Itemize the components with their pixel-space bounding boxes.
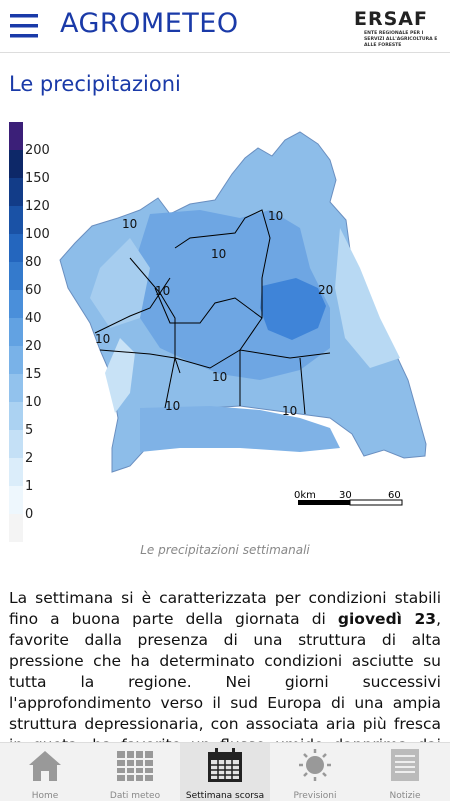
scale-label: 60 xyxy=(388,490,401,501)
map-label: 10 xyxy=(211,247,226,261)
legend-label: 40 xyxy=(25,311,42,326)
scale-label: 30 xyxy=(339,490,352,501)
nav-settimana-scorsa[interactable]: Settimana scorsa xyxy=(180,743,270,801)
nav-notizie[interactable]: Notizie xyxy=(360,743,450,801)
legend-swatch xyxy=(9,290,23,318)
legend-swatch xyxy=(9,150,23,178)
scale-bar: 0km 30 60 xyxy=(294,490,403,506)
article-text-part: La settimana si è caratterizzata per con… xyxy=(9,589,441,628)
icon xyxy=(391,749,419,781)
menu-button[interactable] xyxy=(10,13,38,39)
nav-dati-meteo[interactable]: Dati meteo xyxy=(90,743,180,801)
logo: ERSAF xyxy=(354,8,428,30)
legend-swatch xyxy=(9,318,23,346)
nav-previsioni[interactable]: Previsioni xyxy=(270,743,360,801)
legend-label: 120 xyxy=(25,199,50,214)
map-label: 10 xyxy=(165,399,180,413)
legend-label: 200 xyxy=(25,143,50,158)
legend-label: 20 xyxy=(25,339,42,354)
legend-swatch xyxy=(9,374,23,402)
legend-swatch xyxy=(9,262,23,290)
legend-label: 10 xyxy=(25,395,42,410)
legend-swatch xyxy=(9,234,23,262)
legend-label: 150 xyxy=(25,171,50,186)
legend-label: 0 xyxy=(25,507,33,522)
nav-label: Previsioni xyxy=(293,791,337,801)
logo-subtitle: ENTE REGIONALE PER I SERVIZI ALL'AGRICOL… xyxy=(364,31,438,48)
article-text: La settimana si è caratterizzata per con… xyxy=(9,588,441,743)
legend-swatch xyxy=(9,486,23,514)
legend-swatch xyxy=(9,178,23,206)
map-label: 10 xyxy=(282,404,297,418)
legend-label: 60 xyxy=(25,283,42,298)
app-header: AGROMETEO ERSAF ENTE REGIONALE PER I SER… xyxy=(0,0,450,53)
legend-swatch xyxy=(9,514,23,542)
nav-home[interactable]: Home xyxy=(0,743,90,801)
icon xyxy=(29,751,61,781)
map-caption: Le precipitazioni settimanali xyxy=(140,543,310,557)
article-bold: giovedì 23 xyxy=(337,610,437,628)
app-title: AGROMETEO xyxy=(60,8,239,39)
legend-swatch xyxy=(9,206,23,234)
legend-swatch xyxy=(9,346,23,374)
nav-label: Settimana scorsa xyxy=(185,791,265,801)
scale-label: 0km xyxy=(294,490,316,501)
section-title: Le precipitazioni xyxy=(9,72,181,96)
legend-label: 100 xyxy=(25,227,50,242)
legend-swatch xyxy=(9,458,23,486)
map-label: 10 xyxy=(212,370,227,384)
region-map xyxy=(59,131,427,473)
legend-label: 80 xyxy=(25,255,42,270)
legend-swatch xyxy=(9,402,23,430)
nav-label: Dati meteo xyxy=(109,791,161,801)
article-text-part: , favorite dalla presenza di una struttu… xyxy=(9,610,441,743)
legend-label: 15 xyxy=(25,367,42,382)
map-label: 20 xyxy=(318,283,333,297)
icon xyxy=(208,748,242,782)
legend-swatch xyxy=(9,430,23,458)
legend-label: 2 xyxy=(25,451,33,466)
bottom-nav: Home Dati meteo Settimana scorsa Previsi… xyxy=(0,742,450,801)
map-label: 10 xyxy=(122,217,137,231)
legend-label: 1 xyxy=(25,479,33,494)
legend-label: 5 xyxy=(25,423,33,438)
map-label: 10 xyxy=(95,332,110,346)
nav-label: Notizie xyxy=(389,791,421,801)
province-borders xyxy=(94,209,331,415)
map-label: 10 xyxy=(268,209,283,223)
nav-label: Home xyxy=(31,791,59,801)
legend-swatch xyxy=(9,122,23,150)
icon xyxy=(299,749,331,781)
icon xyxy=(117,751,153,781)
map-label: 10 xyxy=(155,284,170,298)
